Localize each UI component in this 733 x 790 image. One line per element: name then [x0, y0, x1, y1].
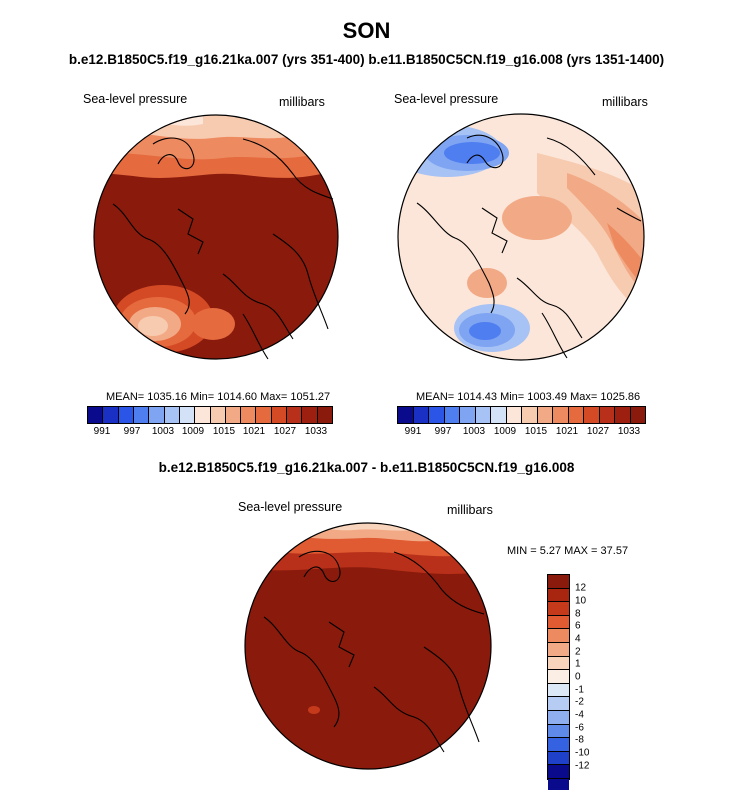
- left-cbar-label: 1015: [212, 426, 236, 437]
- left-cbar-label: 1003: [151, 426, 175, 437]
- right-cbar-label: 1033: [617, 426, 641, 437]
- diff-title: b.e12.B1850C5.f19_g16.21ka.007 - b.e11.B…: [158, 460, 575, 475]
- diff-units-label: millibars: [447, 503, 493, 517]
- right-cbar-label: 1027: [586, 426, 610, 437]
- right-cbar-label: 991: [404, 426, 422, 437]
- figure-title: SON: [342, 18, 391, 43]
- diff-cbar-label: -4: [575, 709, 584, 721]
- diff-cbar-label: -1: [575, 684, 584, 696]
- left-polar-map: [93, 114, 339, 360]
- diff-cbar-label: 4: [575, 633, 581, 645]
- diff-cbar-label: 12: [575, 582, 587, 594]
- diff-polar-map: [244, 522, 492, 770]
- diff-cbar-label: -12: [575, 760, 590, 772]
- diff-stats: MIN = 5.27 MAX = 37.57: [507, 545, 629, 557]
- left-cbar-label: 1021: [242, 426, 266, 437]
- diff-cbar-label: 8: [575, 608, 581, 620]
- left-colorbar: [87, 406, 333, 424]
- right-cbar-label: 997: [434, 426, 452, 437]
- left-cbar-label: 991: [93, 426, 111, 437]
- left-units-label: millibars: [279, 95, 325, 109]
- right-stats: MEAN= 1014.43 Min= 1003.49 Max= 1025.86: [416, 391, 641, 403]
- right-units-label: millibars: [602, 95, 648, 109]
- diff-cbar-label: -10: [575, 747, 590, 759]
- right-cbar-label: 1021: [555, 426, 579, 437]
- diff-cbar-label: -8: [575, 734, 584, 746]
- left-cbar-label: 1009: [181, 426, 205, 437]
- diff-colorbar: [547, 574, 570, 790]
- left-cbar-label: 997: [123, 426, 141, 437]
- right-cbar-label: 1015: [524, 426, 548, 437]
- diff-cbar-label: 10: [575, 595, 587, 607]
- figure-subtitle: b.e12.B1850C5.f19_g16.21ka.007 (yrs 351-…: [68, 52, 665, 67]
- right-field-label: Sea-level pressure: [394, 92, 499, 106]
- left-field-label: Sea-level pressure: [83, 92, 188, 106]
- right-cbar-label: 1003: [462, 426, 486, 437]
- left-cbar-label: 1027: [273, 426, 297, 437]
- left-cbar-label: 1033: [304, 426, 328, 437]
- right-colorbar: [397, 406, 646, 424]
- left-stats: MEAN= 1035.16 Min= 1014.60 Max= 1051.27: [106, 391, 331, 403]
- diff-cbar-label: 2: [575, 646, 581, 658]
- diff-cbar-label: -6: [575, 722, 584, 734]
- diff-cbar-label: 0: [575, 671, 581, 683]
- diff-cbar-label: -2: [575, 696, 584, 708]
- diff-cbar-label: 6: [575, 620, 581, 632]
- right-cbar-label: 1009: [493, 426, 517, 437]
- diff-cbar-label: 1: [575, 658, 581, 670]
- right-polar-map: [397, 113, 645, 361]
- diff-field-label: Sea-level pressure: [238, 500, 343, 514]
